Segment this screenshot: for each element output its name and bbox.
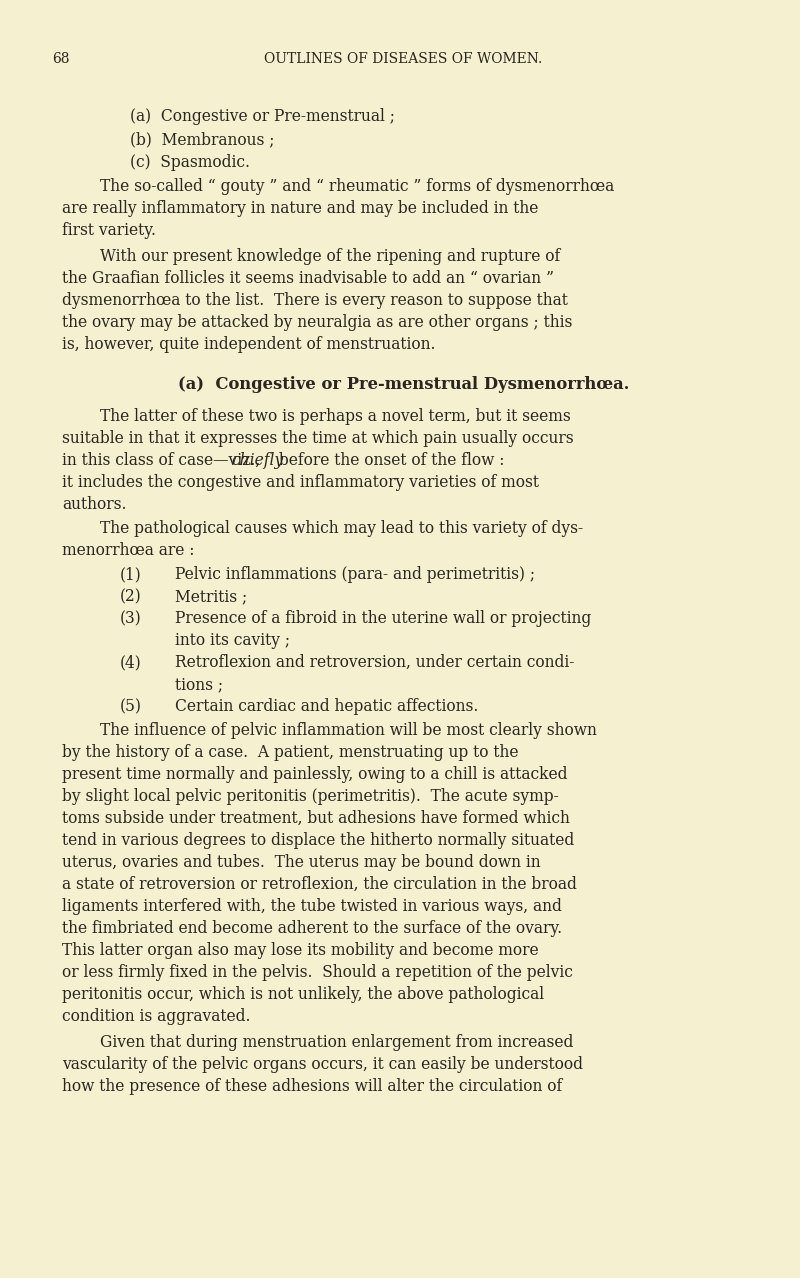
Text: peritonitis occur, which is not unlikely, the above pathological: peritonitis occur, which is not unlikely… — [62, 987, 544, 1003]
Text: (4): (4) — [120, 654, 142, 671]
Text: toms subside under treatment, but adhesions have formed which: toms subside under treatment, but adhesi… — [62, 810, 570, 827]
Text: chiefly: chiefly — [231, 452, 284, 469]
Text: or less firmly fixed in the pelvis.  Should a repetition of the pelvic: or less firmly fixed in the pelvis. Shou… — [62, 964, 573, 982]
Text: into its cavity ;: into its cavity ; — [175, 633, 290, 649]
Text: by the history of a case.  A patient, menstruating up to the: by the history of a case. A patient, men… — [62, 744, 518, 760]
Text: The latter of these two is perhaps a novel term, but it seems: The latter of these two is perhaps a nov… — [100, 408, 570, 426]
Text: the fimbriated end become adherent to the surface of the ovary.: the fimbriated end become adherent to th… — [62, 920, 562, 937]
Text: is, however, quite independent of menstruation.: is, however, quite independent of menstr… — [62, 336, 435, 353]
Text: first variety.: first variety. — [62, 222, 156, 239]
Text: the ovary may be attacked by neuralgia as are other organs ; this: the ovary may be attacked by neuralgia a… — [62, 314, 572, 331]
Text: the Graafian follicles it seems inadvisable to add an “ ovarian ”: the Graafian follicles it seems inadvisa… — [62, 270, 554, 288]
Text: This latter organ also may lose its mobility and become more: This latter organ also may lose its mobi… — [62, 942, 538, 958]
Text: Metritis ;: Metritis ; — [175, 588, 247, 604]
Text: Retroflexion and retroversion, under certain condi-: Retroflexion and retroversion, under cer… — [175, 654, 574, 671]
Text: The influence of pelvic inflammation will be most clearly shown: The influence of pelvic inflammation wil… — [100, 722, 597, 739]
Text: present time normally and painlessly, owing to a chill is attacked: present time normally and painlessly, ow… — [62, 766, 567, 783]
Text: Certain cardiac and hepatic affections.: Certain cardiac and hepatic affections. — [175, 698, 478, 714]
Text: a state of retroversion or retroflexion, the circulation in the broad: a state of retroversion or retroflexion,… — [62, 875, 577, 893]
Text: (2): (2) — [120, 588, 142, 604]
Text: suitable in that it expresses the time at which pain usually occurs: suitable in that it expresses the time a… — [62, 429, 574, 447]
Text: dysmenorrhœa to the list.  There is every reason to suppose that: dysmenorrhœa to the list. There is every… — [62, 291, 568, 309]
Text: condition is aggravated.: condition is aggravated. — [62, 1008, 250, 1025]
Text: The pathological causes which may lead to this variety of dys-: The pathological causes which may lead t… — [100, 520, 583, 537]
Text: Pelvic inflammations (para- and perimetritis) ;: Pelvic inflammations (para- and perimetr… — [175, 566, 535, 583]
Text: With our present knowledge of the ripening and rupture of: With our present knowledge of the ripeni… — [100, 248, 560, 265]
Text: OUTLINES OF DISEASES OF WOMEN.: OUTLINES OF DISEASES OF WOMEN. — [264, 52, 542, 66]
Text: The so-called “ gouty ” and “ rheumatic ” forms of dysmenorrhœa: The so-called “ gouty ” and “ rheumatic … — [100, 178, 614, 196]
Text: (c)  Spasmodic.: (c) Spasmodic. — [130, 155, 250, 171]
Text: it includes the congestive and inflammatory varieties of most: it includes the congestive and inflammat… — [62, 474, 539, 491]
Text: (b)  Membranous ;: (b) Membranous ; — [130, 132, 274, 148]
Text: authors.: authors. — [62, 496, 126, 512]
Text: (3): (3) — [120, 610, 142, 627]
Text: (1): (1) — [120, 566, 142, 583]
Text: are really inflammatory in nature and may be included in the: are really inflammatory in nature and ma… — [62, 199, 538, 217]
Text: Presence of a fibroid in the uterine wall or projecting: Presence of a fibroid in the uterine wal… — [175, 610, 591, 627]
Text: before the onset of the flow :: before the onset of the flow : — [274, 452, 504, 469]
Text: vascularity of the pelvic organs occurs, it can easily be understood: vascularity of the pelvic organs occurs,… — [62, 1056, 583, 1074]
Text: Given that during menstruation enlargement from increased: Given that during menstruation enlargeme… — [100, 1034, 574, 1051]
Text: ligaments interfered with, the tube twisted in various ways, and: ligaments interfered with, the tube twis… — [62, 898, 562, 915]
Text: menorrhœa are :: menorrhœa are : — [62, 542, 194, 558]
Text: (a)  Congestive or Pre-menstrual Dysmenorrhœa.: (a) Congestive or Pre-menstrual Dysmenor… — [178, 376, 629, 394]
Text: uterus, ovaries and tubes.  The uterus may be bound down in: uterus, ovaries and tubes. The uterus ma… — [62, 854, 541, 872]
Text: (a)  Congestive or Pre-menstrual ;: (a) Congestive or Pre-menstrual ; — [130, 109, 395, 125]
Text: how the presence of these adhesions will alter the circulation of: how the presence of these adhesions will… — [62, 1079, 562, 1095]
Text: 68: 68 — [52, 52, 70, 66]
Text: tend in various degrees to displace the hitherto normally situated: tend in various degrees to displace the … — [62, 832, 574, 849]
Text: tions ;: tions ; — [175, 676, 223, 693]
Text: in this class of case—viz.,: in this class of case—viz., — [62, 452, 265, 469]
Text: (5): (5) — [120, 698, 142, 714]
Text: by slight local pelvic peritonitis (perimetritis).  The acute symp-: by slight local pelvic peritonitis (peri… — [62, 789, 558, 805]
